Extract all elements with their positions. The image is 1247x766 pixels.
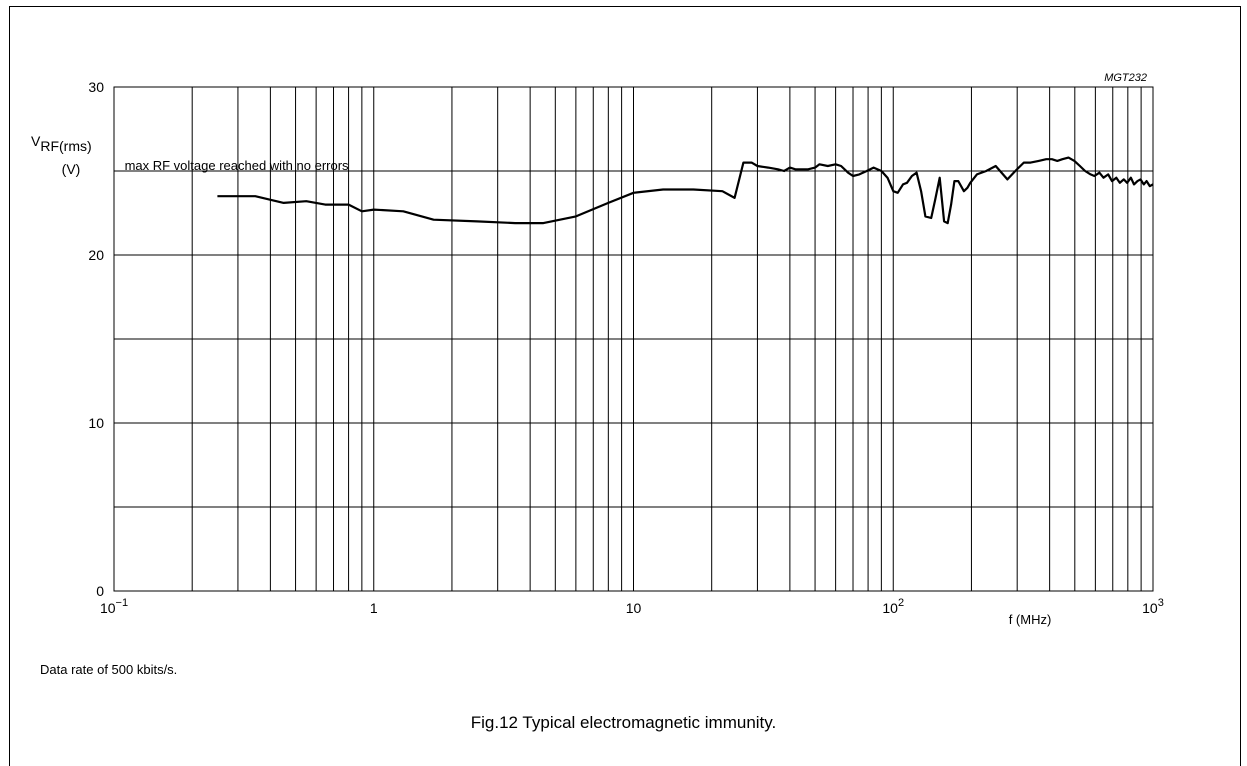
x-tick-label: 10−1 <box>100 597 128 616</box>
figure-caption: Fig.12 Typical electromagnetic immunity. <box>470 713 777 732</box>
y-axis-unit: (V) <box>62 161 81 177</box>
plot-border <box>113 86 1154 592</box>
axes: 0 10 20 30 10−1 1 10 102 103 f (MHz) VRF(rms) (V) <box>31 79 1164 627</box>
x-tick-label: 103 <box>1142 597 1164 616</box>
immunity-series-line <box>217 156 1154 225</box>
grid <box>114 87 1153 591</box>
y-tick-label: 20 <box>88 247 104 263</box>
x-tick-label: 10 <box>626 600 642 616</box>
y-tick-label: 10 <box>88 415 104 431</box>
data-rate-note: Data rate of 500 kbits/s. <box>40 662 178 677</box>
figure-frame <box>9 6 1241 766</box>
x-axis-label: f (MHz) <box>1009 612 1052 627</box>
y-tick-label: 0 <box>96 583 104 599</box>
y-axis-label: VRF(rms) <box>31 133 92 154</box>
annotation-max-rf-voltage: max RF voltage reached with no errors <box>125 158 349 173</box>
x-tick-label: 102 <box>882 597 904 616</box>
series <box>217 156 1154 225</box>
x-tick-label: 1 <box>370 600 378 616</box>
y-tick-label: 30 <box>88 79 104 95</box>
figure-code: MGT232 <box>1104 72 1147 84</box>
